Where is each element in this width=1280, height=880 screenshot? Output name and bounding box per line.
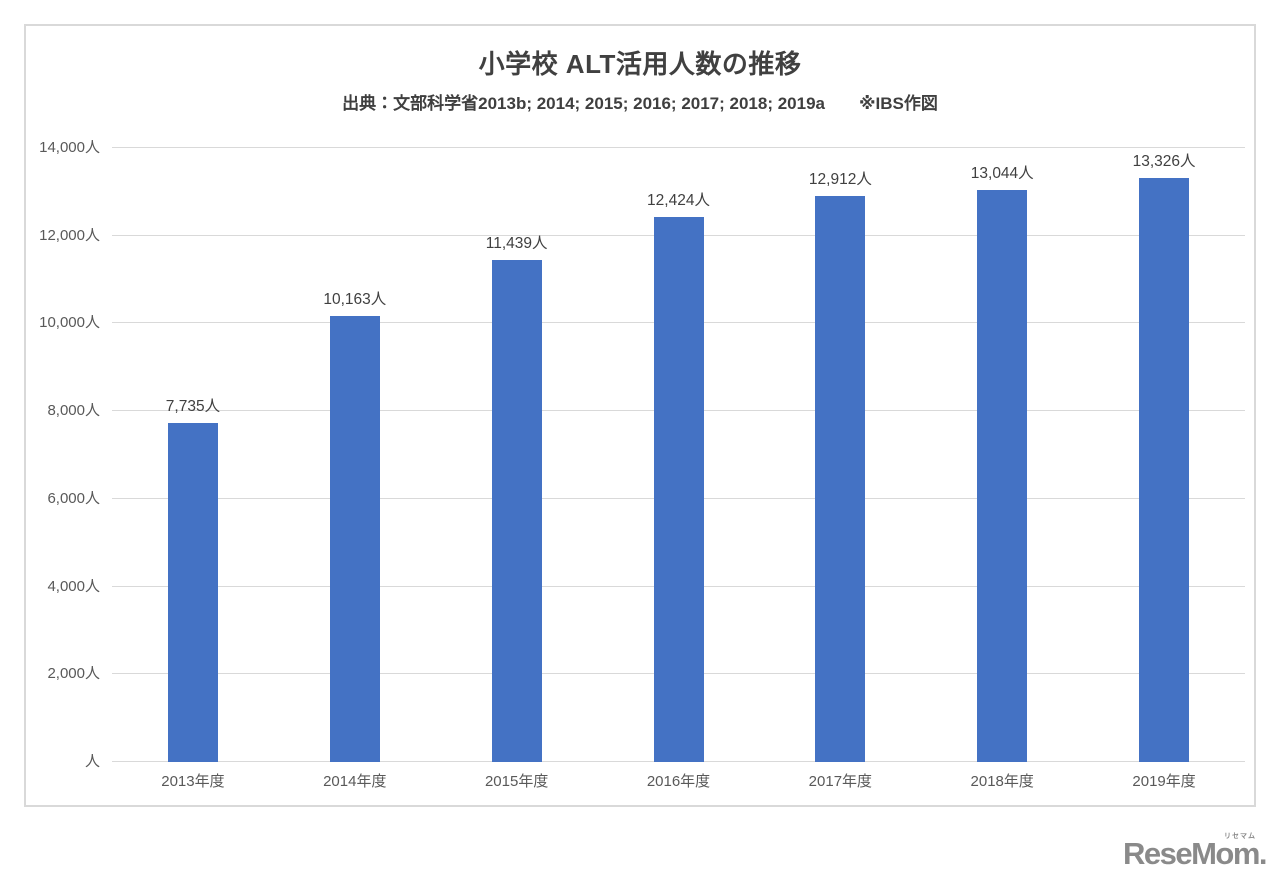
bar-value-label: 7,735人 [165,397,221,415]
x-axis-tick-label: 2013年度 [161,773,225,790]
resemom-logo: リセマム ReseMom. [1122,833,1268,872]
plot-area: 7,735人 10,163人 11,439人 12,424人 12,912人 13,044… [112,147,1245,762]
bar [1139,177,1190,762]
bar-slot: 7,735人 [112,148,274,762]
y-axis-tick-label: 人 [84,753,100,770]
chart-subtitle: 出典：文部科学省2013b; 2014; 2015; 2016; 2017; 2… [342,94,938,113]
y-axis-tick-label: 4,000人 [47,577,100,595]
bar-slot: 12,424人 [598,148,760,762]
y-axis-tick-label: 10,000人 [39,314,100,332]
bar [167,422,218,762]
bar-value-label: 11,439人 [485,235,548,253]
bar-value-label: 13,044人 [970,164,1034,182]
x-axis-tick-label: 2016年度 [646,773,711,790]
y-axis-tick-label: 6,000人 [47,489,100,507]
y-axis-tick-label: 14,000人 [39,139,100,156]
y-axis-tick-label: 8,000人 [47,402,100,420]
bar [977,189,1028,762]
gridline [112,147,1245,148]
bar [329,316,380,762]
bar [491,260,542,762]
y-axis-labels: 人 2,000人 4,000人 6,000人 8,000人 10,000人 12,000人 1… [26,139,100,770]
x-axis-tick-label: 2017年度 [808,773,873,790]
bar-value-label: 10,163人 [323,291,387,309]
bar-slot: 10,163人 [274,148,436,762]
bar-slot: 13,326人 [1083,148,1245,762]
x-axis-labels: 2013年度 2014年度 2015年度 2016年度 2017年度 2018年度 2019… [112,770,1245,792]
bar [815,195,866,762]
bar-slot: 11,439人 [436,148,598,762]
chart-frame: 小学校 ALT活用人数の推移 出典：文部科学省2013b; 2014; 2015… [24,24,1256,807]
bar-value-label: 12,912人 [808,170,872,188]
x-axis-tick-label: 2019年度 [1132,773,1196,790]
y-axis-tick-label: 12,000人 [39,226,100,244]
resemom-logo-ruby-text: リセマム [1224,833,1256,840]
resemom-logo-wordmark: ReseMom. [1122,836,1268,871]
x-axis-tick-label: 2014年度 [323,773,387,790]
bar-value-label: 12,424人 [647,192,710,210]
bar-slot: 13,044人 [921,148,1083,762]
y-axis-tick-label: 2,000人 [47,665,100,683]
bar-slot: 12,912人 [759,148,921,762]
bar [653,217,704,762]
bar-series: 7,735人 10,163人 11,439人 12,424人 12,912人 13,044… [112,148,1245,762]
x-axis-tick-label: 2015年度 [484,773,549,790]
chart-title: 小学校 ALT活用人数の推移 [478,49,802,79]
bar-value-label: 13,326人 [1132,152,1196,170]
x-axis-tick-label: 2018年度 [970,773,1034,790]
